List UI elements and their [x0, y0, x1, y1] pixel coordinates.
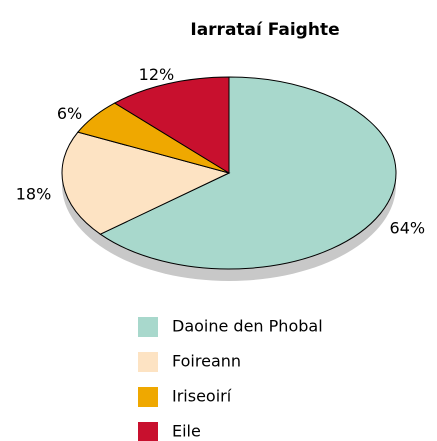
pie-slice [99, 76, 397, 270]
legend-swatch [138, 317, 158, 337]
legend-label: Foireann [172, 352, 241, 371]
legend-label: Daoine den Phobal [172, 317, 323, 336]
legend-swatch [138, 422, 158, 441]
legend-label: Eile [172, 422, 201, 441]
pie-slice [61, 131, 231, 235]
legend-swatch [138, 352, 158, 372]
pie-slice [113, 76, 230, 174]
data-label: 12% [139, 65, 175, 84]
data-label: 6% [57, 104, 82, 123]
chart-title: Iarrataí Faighte [190, 20, 339, 40]
legend-label: Iriseoirí [172, 387, 232, 406]
data-label: 18% [16, 185, 52, 204]
data-label: 64% [390, 219, 426, 238]
legend-swatch [138, 387, 158, 407]
